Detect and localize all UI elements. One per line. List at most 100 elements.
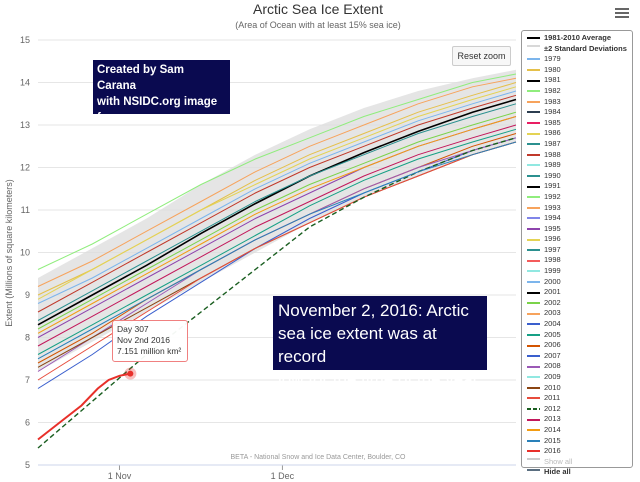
series-line-2014 bbox=[37, 116, 517, 334]
legend-item[interactable]: 1997 bbox=[527, 245, 632, 256]
legend-item[interactable]: Hide all bbox=[527, 467, 632, 478]
legend-symbol bbox=[527, 372, 540, 382]
legend-item[interactable]: 2012 bbox=[527, 404, 632, 415]
legend-item[interactable]: 1984 bbox=[527, 107, 632, 118]
legend-label: 1983 bbox=[544, 96, 561, 106]
legend-label: 2014 bbox=[544, 424, 561, 434]
legend-symbol bbox=[527, 97, 540, 107]
legend-item[interactable]: 2008 bbox=[527, 361, 632, 372]
legend-label: 1991 bbox=[544, 181, 561, 191]
legend-symbol bbox=[527, 213, 540, 223]
legend-label: 1995 bbox=[544, 223, 561, 233]
legend-symbol bbox=[527, 288, 540, 298]
legend-label: 1990 bbox=[544, 170, 561, 180]
series-lines bbox=[37, 73, 517, 449]
legend-item[interactable]: 1981 bbox=[527, 75, 632, 86]
y-tick-label: 14 bbox=[20, 78, 30, 88]
tooltip-value: 7.151 million km² bbox=[117, 346, 182, 356]
legend-item[interactable]: 2016 bbox=[527, 446, 632, 457]
legend-item[interactable]: 2006 bbox=[527, 340, 632, 351]
legend-symbol bbox=[527, 266, 540, 276]
legend-symbol bbox=[527, 425, 540, 435]
headline-annotation: November 2, 2016: Arctic sea ice extent … bbox=[273, 296, 487, 389]
legend-label: 1981 bbox=[544, 75, 561, 85]
legend-item[interactable]: 2000 bbox=[527, 277, 632, 288]
legend-label: 2015 bbox=[544, 435, 561, 445]
tooltip-date: Nov 2nd 2016 bbox=[117, 335, 170, 345]
legend-item[interactable]: 1981-2010 Average bbox=[527, 33, 632, 44]
legend-label: 2011 bbox=[544, 393, 561, 403]
legend-label: 2000 bbox=[544, 276, 561, 286]
legend-label: 1985 bbox=[544, 117, 561, 127]
legend-item[interactable]: 2004 bbox=[527, 319, 632, 330]
legend-item[interactable]: 1985 bbox=[527, 118, 632, 129]
legend-label: 1984 bbox=[544, 107, 561, 117]
legend-item[interactable]: 1999 bbox=[527, 266, 632, 277]
legend-item[interactable]: 2007 bbox=[527, 351, 632, 362]
legend-item[interactable]: 1998 bbox=[527, 255, 632, 266]
legend-label: 1979 bbox=[544, 54, 561, 64]
legend-label: 2008 bbox=[544, 361, 561, 371]
y-tick-label: 10 bbox=[20, 248, 30, 258]
legend-item[interactable]: 1980 bbox=[527, 65, 632, 76]
legend-item[interactable]: 1992 bbox=[527, 192, 632, 203]
legend-item[interactable]: 1991 bbox=[527, 181, 632, 192]
legend-item[interactable]: 1995 bbox=[527, 224, 632, 235]
series-line-1981-2010-average bbox=[37, 98, 517, 326]
legend-item[interactable]: 1979 bbox=[527, 54, 632, 65]
legend-symbol bbox=[527, 129, 540, 139]
legend-symbol bbox=[527, 54, 540, 64]
legend-label: 1992 bbox=[544, 191, 561, 201]
credit-line: Created by Sam Carana bbox=[97, 64, 184, 92]
legend-symbol bbox=[527, 446, 540, 456]
legend-symbol bbox=[527, 192, 540, 202]
legend: 1981-2010 Average ±2 Standard Deviations 1… bbox=[521, 30, 633, 476]
legend-item[interactable]: ±2 Standard Deviations bbox=[527, 44, 632, 55]
series-line-1986 bbox=[37, 86, 517, 300]
legend-label: 2001 bbox=[544, 287, 561, 297]
series-line-1979 bbox=[37, 90, 517, 304]
legend-item[interactable]: 2009 bbox=[527, 372, 632, 383]
legend-label: 2010 bbox=[544, 382, 561, 392]
hamburger-icon[interactable] bbox=[613, 6, 631, 20]
series-line-2013 bbox=[37, 124, 517, 347]
legend-item[interactable]: 2002 bbox=[527, 298, 632, 309]
legend-item[interactable]: 2010 bbox=[527, 383, 632, 394]
legend-item[interactable]: 2013 bbox=[527, 414, 632, 425]
legend-item[interactable]: 1983 bbox=[527, 97, 632, 108]
legend-item[interactable]: 2011 bbox=[527, 393, 632, 404]
legend-item[interactable]: Show all bbox=[527, 457, 632, 468]
legend-symbol bbox=[527, 362, 540, 372]
headline-line: low for the time of the year bbox=[278, 370, 479, 389]
x-tick-label: 1 Nov bbox=[108, 471, 132, 481]
legend-item[interactable]: 1989 bbox=[527, 160, 632, 171]
legend-item[interactable]: 1993 bbox=[527, 203, 632, 214]
legend-symbol bbox=[527, 86, 540, 96]
legend-item[interactable]: 2001 bbox=[527, 287, 632, 298]
y-tick-label: 12 bbox=[20, 163, 30, 173]
highlight-point[interactable] bbox=[127, 370, 134, 377]
legend-item[interactable]: 1990 bbox=[527, 171, 632, 182]
legend-label: 2009 bbox=[544, 372, 561, 381]
legend-item[interactable]: 2005 bbox=[527, 330, 632, 341]
legend-item[interactable]: 1986 bbox=[527, 128, 632, 139]
legend-item[interactable]: 1994 bbox=[527, 213, 632, 224]
series-line-1990 bbox=[37, 103, 517, 321]
legend-item[interactable]: 1982 bbox=[527, 86, 632, 97]
legend-item[interactable]: 2003 bbox=[527, 308, 632, 319]
reset-zoom-button[interactable]: Reset zoom bbox=[452, 46, 511, 66]
legend-item[interactable]: 1988 bbox=[527, 150, 632, 161]
y-tick-label: 11 bbox=[21, 205, 30, 215]
legend-item[interactable]: 1996 bbox=[527, 234, 632, 245]
headline-line: sea ice extent was at record bbox=[278, 324, 437, 366]
legend-label: 1993 bbox=[544, 202, 561, 212]
legend-label: 2013 bbox=[544, 414, 561, 424]
legend-item[interactable]: 2015 bbox=[527, 436, 632, 447]
legend-symbol bbox=[527, 107, 540, 117]
legend-symbol bbox=[527, 436, 540, 446]
legend-label: 1980 bbox=[544, 64, 561, 74]
legend-symbol bbox=[527, 404, 540, 414]
legend-label: 1996 bbox=[544, 234, 561, 244]
legend-item[interactable]: 2014 bbox=[527, 425, 632, 436]
legend-item[interactable]: 1987 bbox=[527, 139, 632, 150]
